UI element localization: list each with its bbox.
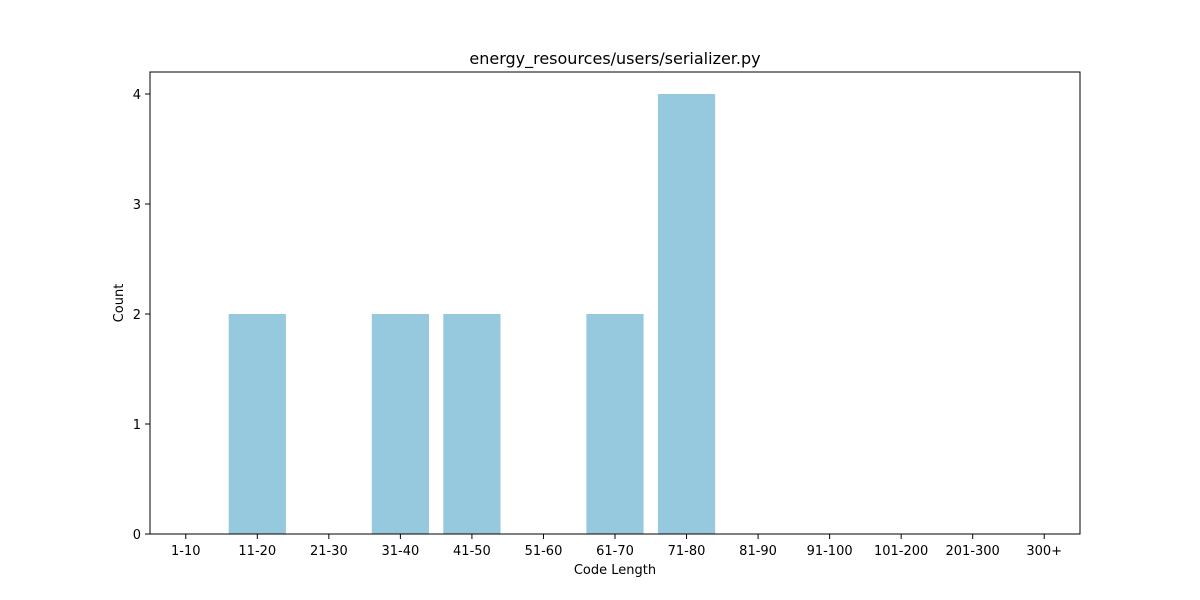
bar-41-50	[443, 314, 501, 534]
bar-11-20	[228, 314, 286, 534]
bar-31-40	[371, 314, 429, 534]
y-tick-label: 2	[133, 308, 141, 323]
x-tick-label: 71-80	[668, 544, 706, 559]
y-tick-label: 4	[133, 88, 141, 103]
x-axis: 1-10 11-20 21-30 31-40 41-50 51-60 61-70 71-80 8…	[171, 534, 1062, 559]
x-tick-label: 300+	[1026, 544, 1062, 559]
y-tick-label: 1	[133, 418, 141, 433]
x-tick-label: 1-10	[171, 544, 201, 559]
x-tick-label: 81-90	[739, 544, 777, 559]
x-tick-label: 201-300	[946, 544, 1000, 559]
x-tick-label: 51-60	[525, 544, 563, 559]
y-tick-label: 3	[133, 198, 141, 213]
x-axis-label: Code Length	[574, 563, 656, 578]
chart-title: energy_resources/users/serializer.py	[469, 49, 760, 69]
x-tick-label: 91-100	[807, 544, 853, 559]
y-axis-label: Count	[112, 284, 127, 323]
bar-61-70	[586, 314, 644, 534]
x-tick-label: 101-200	[874, 544, 928, 559]
x-tick-label: 31-40	[381, 544, 419, 559]
x-tick-label: 41-50	[453, 544, 491, 559]
x-tick-label: 11-20	[238, 544, 276, 559]
bars-group	[228, 94, 716, 534]
y-axis: 0 1 2 3 4	[133, 88, 150, 543]
x-tick-label: 61-70	[596, 544, 634, 559]
bar-71-80	[657, 94, 716, 534]
x-tick-label: 21-30	[310, 544, 348, 559]
y-tick-label: 0	[133, 528, 141, 543]
